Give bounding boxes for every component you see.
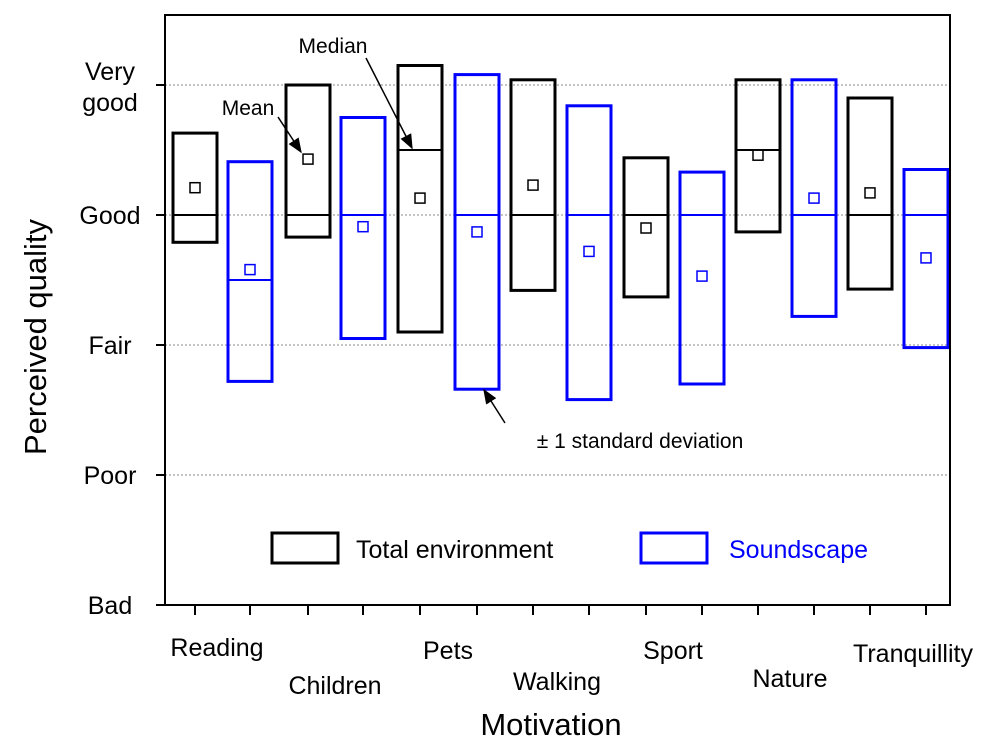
std-box — [846, 96, 894, 291]
mean-annotation: Mean — [222, 97, 275, 120]
mean-marker — [244, 263, 256, 276]
std-box — [453, 73, 501, 391]
grid-lines — [165, 84, 950, 476]
std-box — [734, 78, 782, 234]
legend-label-soundscape: Soundscape — [729, 536, 868, 564]
annotations: Median Mean ± 1 standard deviation — [222, 35, 744, 453]
axes: Bad Poor Fair Good Very good Reading Children Pe… — [18, 58, 973, 742]
std-box — [622, 156, 670, 299]
median-arrow — [365, 57, 413, 150]
std-box — [790, 78, 838, 318]
legend: Total environment Soundscape — [270, 531, 868, 565]
y-tick-label-line: Very — [85, 58, 136, 86]
x-category-label: Sport — [643, 637, 703, 665]
y-axis-title: Perceived quality — [18, 218, 53, 455]
legend-swatch-total-environment — [270, 531, 340, 565]
std-box — [902, 168, 950, 350]
y-tick-label-line: good — [82, 89, 138, 117]
mean-marker — [471, 226, 483, 238]
series-soundscape — [226, 73, 950, 402]
mean-marker — [302, 153, 314, 165]
mean-marker — [357, 220, 369, 233]
mean-marker — [583, 245, 595, 258]
box-series — [171, 64, 950, 402]
mean-marker — [696, 270, 708, 282]
std-box — [339, 116, 387, 340]
x-category-label: Children — [288, 672, 381, 700]
std-box — [509, 78, 557, 292]
std-box — [284, 83, 332, 239]
legend-swatch-soundscape — [639, 531, 709, 565]
mean-marker — [864, 187, 876, 199]
y-tick-label: Fair — [88, 332, 131, 360]
mean-marker — [527, 179, 539, 191]
std-box — [678, 170, 726, 386]
y-tick-label: Bad — [88, 592, 132, 620]
x-axis-title: Motivation — [480, 707, 621, 742]
x-category-label: Tranquillity — [853, 640, 973, 668]
std-box — [171, 131, 219, 244]
std-box — [565, 104, 613, 402]
y-tick-label: Very good — [82, 58, 138, 117]
x-category-label: Walking — [513, 668, 601, 696]
std-annotation: ± 1 standard deviation — [537, 430, 744, 453]
mean-marker — [752, 149, 764, 161]
mean-marker — [808, 192, 820, 204]
x-category-label: Pets — [423, 637, 473, 665]
x-category-label: Reading — [170, 634, 263, 662]
mean-arrow — [277, 116, 302, 154]
mean-marker — [640, 222, 652, 234]
std-arrow — [483, 388, 506, 424]
series-total-environment — [171, 64, 894, 334]
median-annotation: Median — [299, 35, 368, 58]
y-tick-label: Good — [79, 202, 140, 230]
legend-label-total-environment: Total environment — [356, 536, 553, 564]
mean-marker — [189, 181, 201, 194]
mean-marker — [414, 192, 426, 204]
std-box — [396, 64, 444, 334]
x-category-label: Nature — [752, 665, 827, 693]
std-box — [226, 160, 274, 383]
y-tick-label: Poor — [84, 462, 137, 490]
plot-frame — [164, 14, 951, 606]
mean-marker — [920, 252, 932, 264]
